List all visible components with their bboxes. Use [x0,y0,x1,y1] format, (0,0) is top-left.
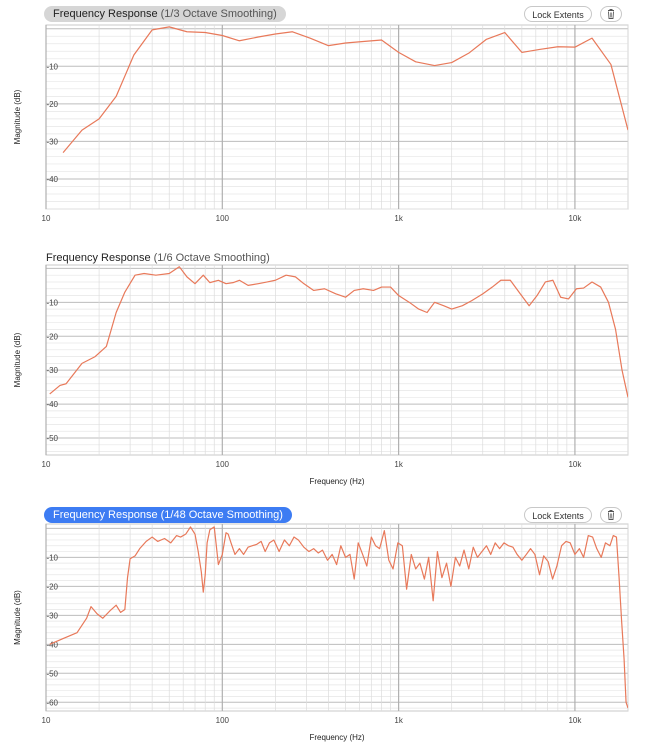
x-tick-label: 10 [42,716,51,725]
y-tick-label: -10 [46,298,58,307]
plot-area [45,264,629,456]
series-line [62,26,628,154]
delete-button[interactable] [600,6,622,22]
y-tick-label: -30 [46,137,58,146]
x-tick-label: 10 [42,460,51,469]
y-tick-label: -20 [46,582,58,591]
chart-title-2[interactable]: Frequency Response (1/6 Octave Smoothing… [46,252,270,264]
chart-panel-2: Frequency Response (1/6 Octave Smoothing… [0,245,658,490]
x-tick-label: 10k [568,716,582,725]
series-line [49,526,628,709]
x-tick-label: 1k [394,214,403,223]
trash-icon [608,510,614,520]
trash-icon [608,9,614,19]
chart-plot-2: -10 -20 -30 -40 -50 10 100 1k 10k Magnitude (dB) F… [13,264,629,486]
x-tick-label: 1k [394,716,403,725]
y-axis-label: Magnitude (dB) [13,332,22,387]
chart-title-1[interactable]: Frequency Response (1/3 Octave Smoothing… [44,6,286,22]
x-tick-label: 100 [216,214,230,223]
lock-extents-button[interactable]: Lock Extents [524,507,592,523]
x-tick-label: 1k [394,460,403,469]
y-tick-label: -30 [46,611,58,620]
y-tick-label: -40 [46,640,58,649]
plot-area [45,523,629,712]
y-axis-label: Magnitude (dB) [13,89,22,144]
chart-plot-1: -10 -20 -30 -40 10 100 1k 10k Magnitude (dB) [13,24,629,223]
series-line [49,266,628,398]
x-tick-label: 10k [568,460,582,469]
plot-area [45,24,629,210]
lock-extents-button[interactable]: Lock Extents [524,6,592,22]
y-tick-label: -60 [46,698,58,707]
x-tick-label: 100 [216,460,230,469]
y-tick-label: -50 [46,669,58,678]
y-tick-label: -50 [46,434,58,443]
delete-button[interactable] [600,507,622,523]
x-axis-label: Frequency (Hz) [309,477,364,486]
y-axis-label: Magnitude (dB) [13,590,22,645]
x-axis-label: Frequency (Hz) [309,733,364,742]
y-tick-label: -20 [46,100,58,109]
x-tick-label: 100 [216,716,230,725]
y-tick-label: -10 [46,553,58,562]
chart-panel-3: Frequency Response (1/48 Octave Smoothin… [0,500,658,750]
chart-plot-3: -10 -20 -30 -40 -50 -60 10 100 1k 10k Magnitude (d… [13,523,629,742]
x-tick-label: 10k [568,214,582,223]
y-tick-label: -30 [46,366,58,375]
y-tick-label: -40 [46,175,58,184]
y-tick-label: -10 [46,62,58,71]
y-tick-label: -20 [46,332,58,341]
chart-panel-1: Frequency Response (1/3 Octave Smoothing… [0,0,658,240]
x-tick-label: 10 [42,214,51,223]
chart-title-3[interactable]: Frequency Response (1/48 Octave Smoothin… [44,507,292,523]
y-tick-label: -40 [46,400,58,409]
